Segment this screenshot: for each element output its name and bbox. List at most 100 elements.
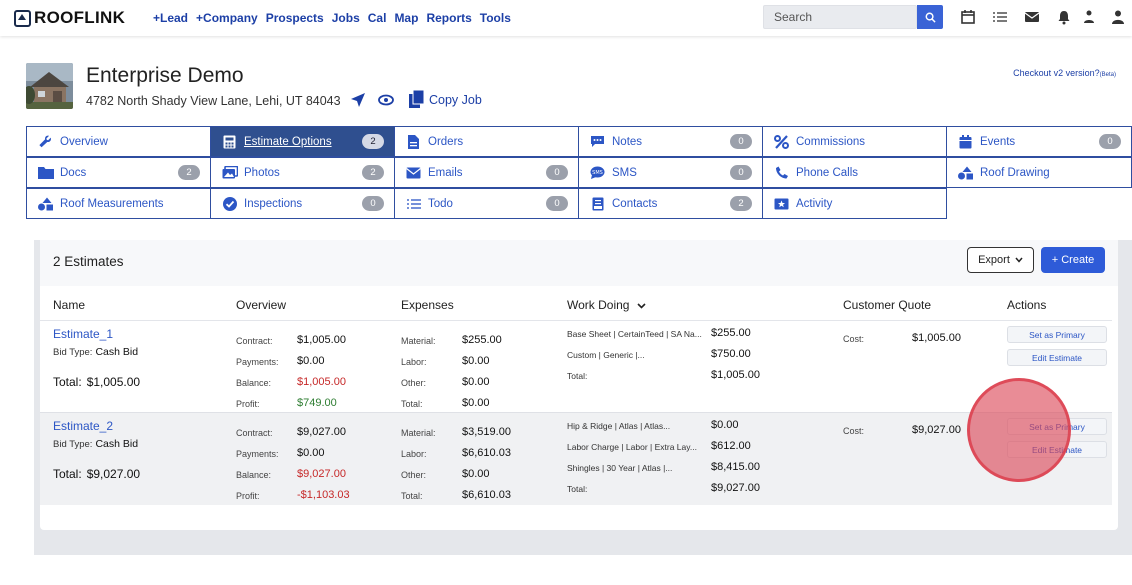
tab-label: Overview xyxy=(60,135,108,148)
tab-label: Contacts xyxy=(612,197,658,210)
nav-jobs[interactable]: Jobs xyxy=(331,11,360,25)
envelope-icon xyxy=(405,166,422,180)
tab-docs[interactable]: Docs 2 xyxy=(26,157,211,188)
document-icon xyxy=(405,134,422,149)
count-badge: 0 xyxy=(546,196,568,211)
job-photo[interactable] xyxy=(26,63,73,109)
tab-label: Events xyxy=(980,135,1016,148)
checkout-v2-label: Checkout v2 version? xyxy=(1013,68,1100,78)
list-icon xyxy=(405,197,422,211)
work-item-amount: $612.00 xyxy=(711,440,751,452)
export-button[interactable]: Export xyxy=(967,247,1034,273)
overview-label: Payments: xyxy=(236,357,279,367)
tab-orders[interactable]: Orders xyxy=(394,126,579,157)
images-icon xyxy=(221,166,238,180)
nav-lead[interactable]: +Lead xyxy=(153,11,189,25)
calculator-icon xyxy=(221,135,238,149)
nav-prospects[interactable]: Prospects xyxy=(265,11,324,25)
tab-phone-calls[interactable]: Phone Calls xyxy=(762,157,947,188)
bell-icon[interactable] xyxy=(1056,9,1072,25)
overview-value: $9,027.00 xyxy=(297,426,346,438)
calendar-icon xyxy=(957,134,974,149)
search-button[interactable] xyxy=(917,5,943,29)
column-header-work-doing[interactable]: Work Doing xyxy=(567,298,646,312)
contact-card-icon xyxy=(589,197,606,211)
expense-value: $0.00 xyxy=(462,397,490,409)
tab-emails[interactable]: Emails 0 xyxy=(394,157,579,188)
overview-label: Payments: xyxy=(236,449,279,459)
overview-value: $1,005.00 xyxy=(297,376,346,388)
edit-estimate-button[interactable]: Edit Estimate xyxy=(1007,349,1107,366)
calendar-icon[interactable] xyxy=(960,9,976,25)
shapes-icon xyxy=(37,197,54,211)
expense-label: Labor: xyxy=(401,357,427,367)
nav-cal[interactable]: Cal xyxy=(367,11,387,25)
tab-inspections[interactable]: Inspections 0 xyxy=(210,188,395,219)
tab-roof-measurements[interactable]: Roof Measurements xyxy=(26,188,211,219)
tab-label: Photos xyxy=(244,166,280,179)
column-header-expenses: Expenses xyxy=(401,298,454,312)
nav-tools[interactable]: Tools xyxy=(479,11,511,25)
search-icon xyxy=(925,12,936,23)
set-as-primary-button[interactable]: Set as Primary xyxy=(1007,326,1107,343)
tab-label: Roof Drawing xyxy=(980,166,1050,179)
bid-type-value: Cash Bid xyxy=(95,438,139,450)
expense-value: $0.00 xyxy=(462,355,490,367)
checkout-v2-link[interactable]: Checkout v2 version?(Beta) xyxy=(1013,68,1116,78)
expense-label: Material: xyxy=(401,428,436,438)
users-icon[interactable] xyxy=(1081,9,1097,25)
estimate-name-link[interactable]: Estimate_1 xyxy=(53,327,114,341)
work-item-description: Total: xyxy=(567,371,588,381)
count-badge: 0 xyxy=(362,196,384,211)
tab-label: Docs xyxy=(60,166,87,179)
count-badge: 0 xyxy=(730,134,752,149)
expense-value: $6,610.03 xyxy=(462,447,511,459)
copy-icon[interactable] xyxy=(408,90,425,109)
list-icon[interactable] xyxy=(992,9,1008,25)
tab-overview[interactable]: Overview xyxy=(26,126,211,157)
rooflink-logo[interactable]: ROOFLINK xyxy=(14,8,125,28)
count-badge: 0 xyxy=(1099,134,1121,149)
expense-label: Total: xyxy=(401,399,423,409)
tab-sms[interactable]: SMS SMS 0 xyxy=(578,157,763,188)
user-icon[interactable] xyxy=(1110,9,1126,25)
mail-icon[interactable] xyxy=(1024,9,1040,25)
tab-events[interactable]: Events 0 xyxy=(946,126,1132,157)
tab-notes[interactable]: Notes 0 xyxy=(578,126,763,157)
copy-job-link[interactable]: Copy Job xyxy=(429,92,482,107)
count-badge: 2 xyxy=(178,165,200,180)
location-arrow-icon[interactable] xyxy=(350,92,366,108)
eye-icon[interactable] xyxy=(378,93,394,107)
create-estimate-button[interactable]: + Create xyxy=(1041,247,1105,273)
chevron-down-icon xyxy=(1015,257,1023,263)
nav-company[interactable]: +Company xyxy=(196,11,258,25)
tab-estimate-options[interactable]: Estimate Options 2 xyxy=(210,126,395,157)
overview-value: -$1,103.03 xyxy=(297,489,350,501)
folder-icon xyxy=(37,166,54,180)
work-item-description: Total: xyxy=(567,484,588,494)
expense-label: Other: xyxy=(401,470,427,480)
set-as-primary-button[interactable]: Set as Primary xyxy=(1007,418,1107,435)
comment-icon xyxy=(589,135,606,149)
nav-reports[interactable]: Reports xyxy=(426,11,472,25)
count-badge: 2 xyxy=(730,196,752,211)
work-item-description: Custom | Generic |... xyxy=(567,350,645,360)
wrench-icon xyxy=(37,135,54,149)
top-navbar: ROOFLINK +Lead +Company Prospects Jobs C… xyxy=(0,0,1132,36)
estimate-name-link[interactable]: Estimate_2 xyxy=(53,419,114,433)
bid-type-value: Cash Bid xyxy=(95,346,139,358)
tab-commissions[interactable]: Commissions xyxy=(762,126,947,157)
tab-todo[interactable]: Todo 0 xyxy=(394,188,579,219)
edit-estimate-button[interactable]: Edit Estimate xyxy=(1007,441,1107,458)
expense-value: $3,519.00 xyxy=(462,426,511,438)
nav-map[interactable]: Map xyxy=(394,11,419,25)
tab-roof-drawing[interactable]: Roof Drawing xyxy=(946,157,1132,188)
expense-value: $0.00 xyxy=(462,468,490,480)
count-badge: 0 xyxy=(730,165,752,180)
work-item-amount: $0.00 xyxy=(711,419,739,431)
tab-photos[interactable]: Photos 2 xyxy=(210,157,395,188)
search-input[interactable]: Search xyxy=(763,5,917,29)
tab-contacts[interactable]: Contacts 2 xyxy=(578,188,763,219)
main-nav: +Lead +Company Prospects Jobs Cal Map Re… xyxy=(153,0,519,36)
tab-activity[interactable]: Activity xyxy=(762,188,947,219)
